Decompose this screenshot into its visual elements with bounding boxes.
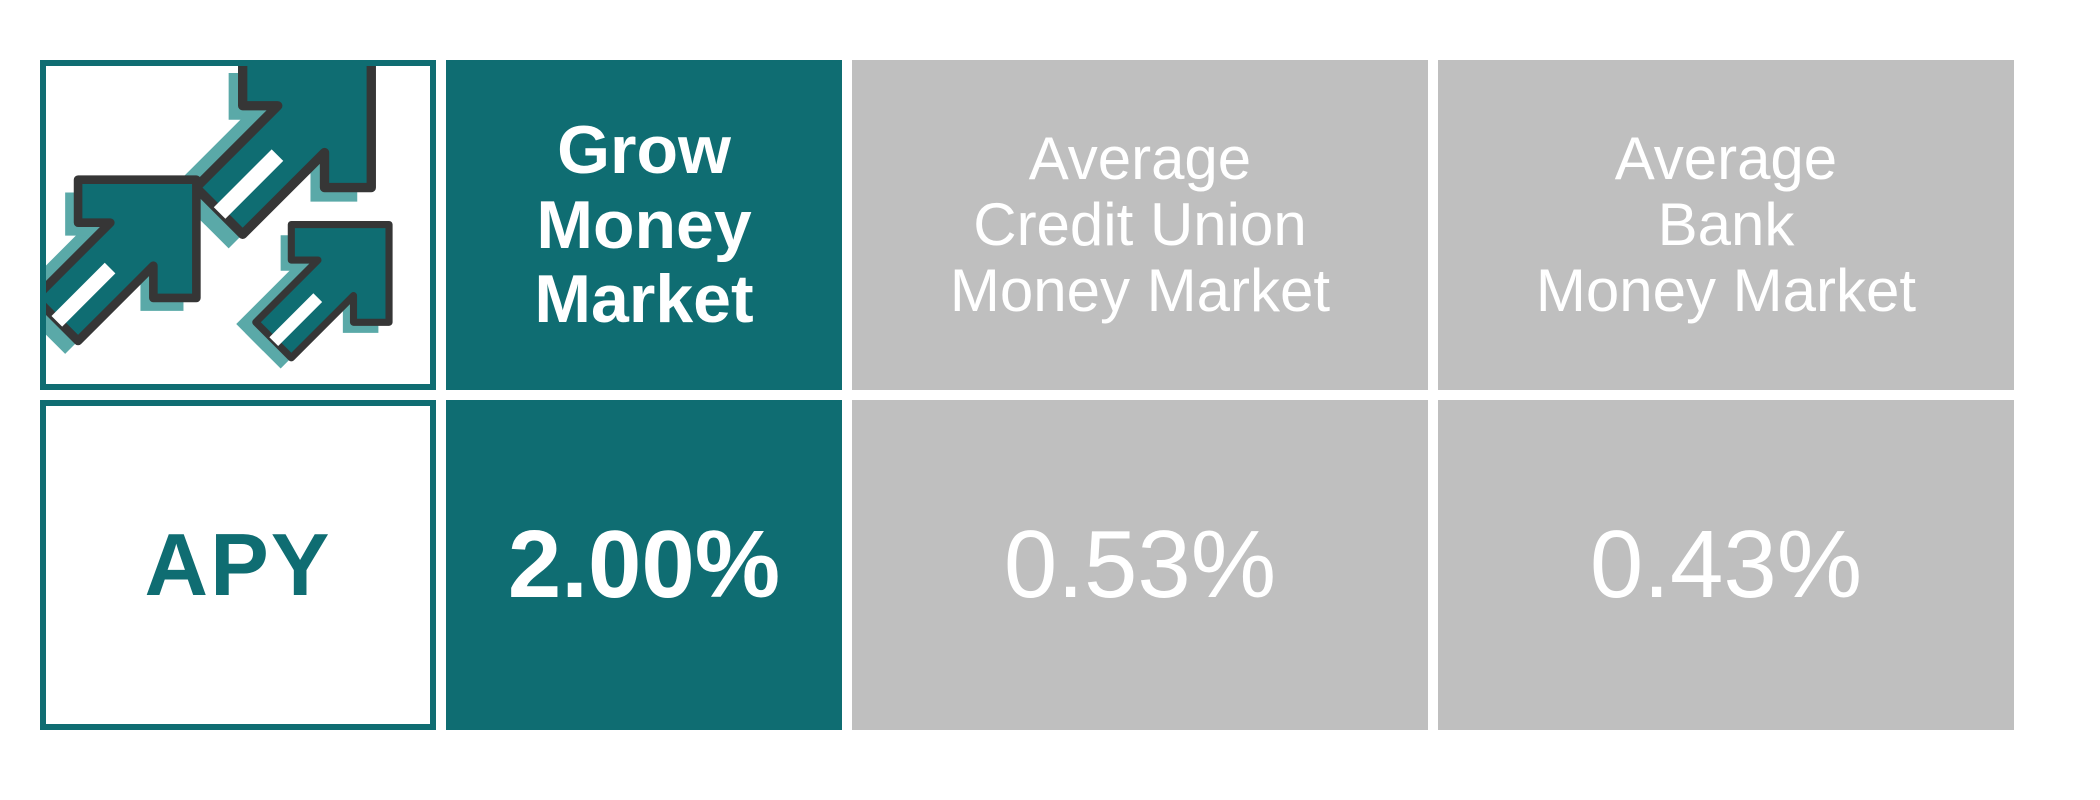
apy-value-bank: 0.43% <box>1438 400 2014 730</box>
column-header-bank: Average Bank Money Market <box>1438 60 2014 390</box>
grow-arrows-icon-cell <box>40 60 436 390</box>
apy-value-grow: 2.00% <box>446 400 842 730</box>
column-header-credit-union: Average Credit Union Money Market <box>852 60 1428 390</box>
apy-comparison-table: Grow Money Market Average Credit Union M… <box>40 60 2004 730</box>
apy-value-credit-union: 0.53% <box>852 400 1428 730</box>
row-label-apy: APY <box>40 400 436 730</box>
arrows-up-icon <box>46 66 430 384</box>
column-header-grow: Grow Money Market <box>446 60 842 390</box>
